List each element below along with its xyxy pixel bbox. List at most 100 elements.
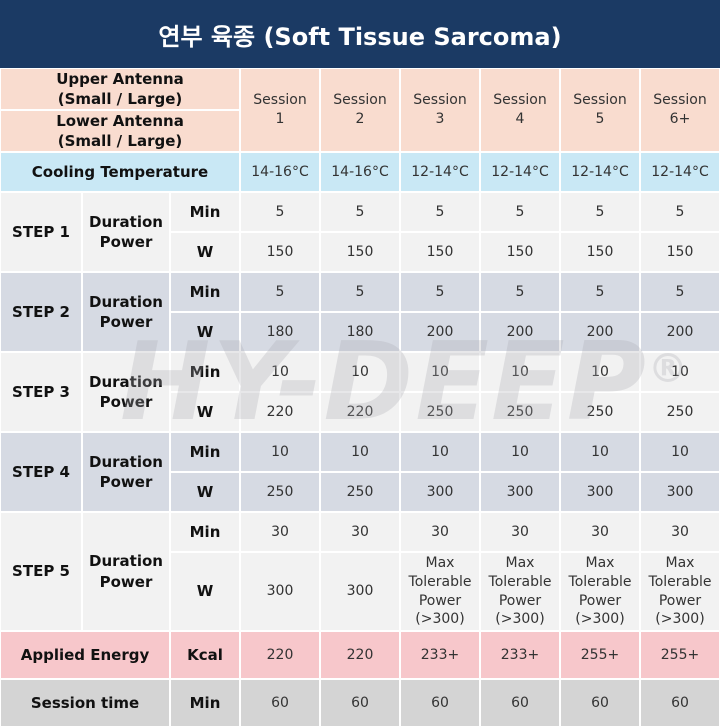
step-value: 150 xyxy=(640,232,720,272)
step-value: 200 xyxy=(560,312,640,352)
antenna-label-text: Upper Antenna (Small / Large) xyxy=(56,69,184,108)
unit-text: W xyxy=(196,482,214,501)
step-value-text: 5 xyxy=(435,203,445,220)
step-value: Max Tolerable Power (>300) xyxy=(400,552,480,631)
step-value-text: 220 xyxy=(266,403,294,420)
step-value: 200 xyxy=(480,312,560,352)
step-label-text: STEP 2 xyxy=(12,302,70,321)
session-header: Session 4 xyxy=(480,68,560,152)
unit-text: W xyxy=(196,402,214,421)
cooling-label-text: Cooling Temperature xyxy=(31,162,209,181)
step-value: 180 xyxy=(320,312,400,352)
step-value-text: 150 xyxy=(426,243,454,260)
time-value-text: 60 xyxy=(591,694,609,711)
unit: Min xyxy=(170,192,240,232)
step-value-text: 250 xyxy=(346,483,374,500)
step-value: 250 xyxy=(400,392,480,432)
cooling-label: Cooling Temperature xyxy=(0,152,240,192)
step-param-text: Duration Power xyxy=(89,292,163,331)
step-value-text: 250 xyxy=(506,403,534,420)
cooling-value: 14-16°C xyxy=(240,152,320,192)
step-value: 30 xyxy=(240,512,320,552)
step-value: 250 xyxy=(480,392,560,432)
unit-text: Kcal xyxy=(187,645,223,664)
step-label: STEP 5 xyxy=(0,512,82,631)
step-value: 10 xyxy=(400,352,480,392)
step-label-text: STEP 3 xyxy=(12,382,70,401)
cooling-value: 12-14°C xyxy=(480,152,560,192)
step-value-text: 30 xyxy=(271,523,289,540)
step-value-text: 150 xyxy=(666,243,694,260)
unit-text: Min xyxy=(189,282,221,301)
time-value: 60 xyxy=(240,679,320,727)
step-value-text: Max Tolerable Power (>300) xyxy=(648,554,712,628)
step-value-text: 5 xyxy=(595,203,605,220)
step-value-text: 180 xyxy=(346,323,374,340)
step-value: 5 xyxy=(400,272,480,312)
title: 연부 육종 (Soft Tissue Sarcoma) xyxy=(0,0,720,68)
session-header-text: Session 4 xyxy=(493,92,547,127)
step-value: 30 xyxy=(320,512,400,552)
session-header: Session 2 xyxy=(320,68,400,152)
unit: W xyxy=(170,312,240,352)
step-value-text: 300 xyxy=(426,483,454,500)
step-value-text: 300 xyxy=(346,583,374,600)
step-value: 250 xyxy=(640,392,720,432)
step-value-text: 200 xyxy=(426,323,454,340)
unit: W xyxy=(170,232,240,272)
antenna-label: Upper Antenna (Small / Large) xyxy=(0,68,240,110)
step-value-text: 30 xyxy=(351,523,369,540)
step-value-text: 5 xyxy=(275,283,285,300)
step-value-text: 30 xyxy=(591,523,609,540)
step-value: 5 xyxy=(240,192,320,232)
cooling-value-text: 14-16°C xyxy=(251,163,309,180)
step-value-text: 200 xyxy=(506,323,534,340)
energy-value: 233+ xyxy=(400,631,480,679)
unit: W xyxy=(170,552,240,631)
time-value-text: 60 xyxy=(671,694,689,711)
step-value: 250 xyxy=(240,472,320,512)
unit: W xyxy=(170,392,240,432)
step-value-text: 10 xyxy=(671,443,689,460)
step-value-text: 5 xyxy=(275,203,285,220)
time-value-text: 60 xyxy=(271,694,289,711)
cooling-value-text: 14-16°C xyxy=(331,163,389,180)
step-value-text: 10 xyxy=(431,363,449,380)
step-value-text: 250 xyxy=(586,403,614,420)
step-value-text: 5 xyxy=(355,203,365,220)
step-value: 5 xyxy=(240,272,320,312)
step-value: 200 xyxy=(640,312,720,352)
step-param-text: Duration Power xyxy=(89,212,163,251)
step-param: Duration Power xyxy=(82,352,170,432)
step-value: 300 xyxy=(480,472,560,512)
step-value: 30 xyxy=(400,512,480,552)
step-value: 300 xyxy=(640,472,720,512)
step-value: 5 xyxy=(400,192,480,232)
step-param: Duration Power xyxy=(82,272,170,352)
unit-text: W xyxy=(196,322,214,341)
step-value: Max Tolerable Power (>300) xyxy=(640,552,720,631)
step-value: Max Tolerable Power (>300) xyxy=(480,552,560,631)
time-value-text: 60 xyxy=(431,694,449,711)
step-value-text: 10 xyxy=(511,363,529,380)
step-value-text: 30 xyxy=(431,523,449,540)
step-value: 150 xyxy=(320,232,400,272)
step-value-text: Max Tolerable Power (>300) xyxy=(488,554,552,628)
step-value-text: 150 xyxy=(506,243,534,260)
step-value: 10 xyxy=(240,352,320,392)
step-param: Duration Power xyxy=(82,512,170,631)
step-value-text: 5 xyxy=(515,203,525,220)
step-value: 5 xyxy=(560,192,640,232)
step-value: 180 xyxy=(240,312,320,352)
unit-text: Min xyxy=(189,522,221,541)
unit-text: Min xyxy=(189,693,221,712)
step-value: 10 xyxy=(400,432,480,472)
step-value: 5 xyxy=(320,192,400,232)
session-header-text: Session 5 xyxy=(573,92,627,127)
unit: Kcal xyxy=(170,631,240,679)
time-value-text: 60 xyxy=(351,694,369,711)
cooling-value-text: 12-14°C xyxy=(571,163,629,180)
step-value-text: 250 xyxy=(266,483,294,500)
step-value-text: 5 xyxy=(515,283,525,300)
session-header-text: Session 2 xyxy=(333,92,387,127)
